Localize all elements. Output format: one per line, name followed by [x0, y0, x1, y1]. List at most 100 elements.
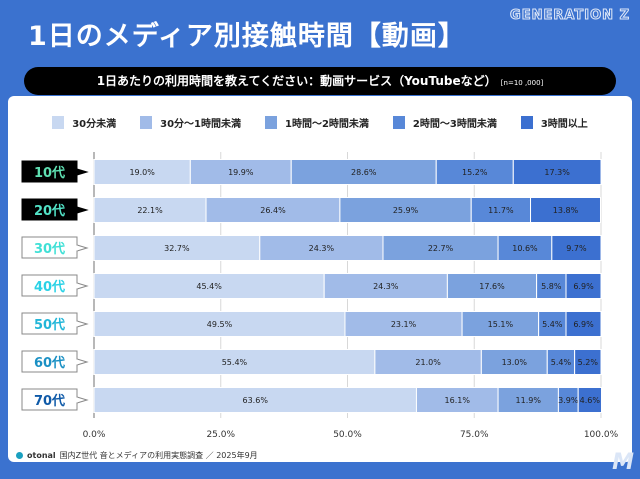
age-label: 10代 [34, 165, 65, 181]
bar-segment [344, 311, 463, 337]
question-banner: 1日あたりの利用時間を教えてください：動画サービス（YouTubeなど） [n=… [24, 67, 616, 95]
bar-segment [93, 387, 417, 413]
data-label: 5.4% [542, 320, 563, 329]
data-label: 5.4% [551, 358, 572, 367]
bar-segment [93, 159, 191, 185]
bar-segment [382, 235, 499, 261]
bar-segment [93, 311, 346, 337]
age-label-pointer [76, 244, 89, 252]
data-label: 6.9% [573, 320, 594, 329]
data-label: 49.5% [207, 320, 233, 329]
data-label: 3.9% [558, 396, 579, 405]
age-label-pointer [76, 168, 89, 176]
bar-segment [435, 159, 514, 185]
bar-segment [93, 273, 325, 299]
age-label-pointer [76, 358, 89, 366]
data-label: 24.3% [309, 244, 335, 253]
data-label: 45.4% [196, 282, 222, 291]
bar-segment [93, 235, 261, 261]
age-label-pointer [76, 282, 89, 290]
x-tick-label: 75.0% [460, 430, 489, 440]
data-label: 5.8% [541, 282, 562, 291]
bar-segment [93, 349, 376, 375]
data-label: 21.0% [415, 358, 441, 367]
x-tick-label: 100.0% [584, 430, 619, 440]
legend-item: 1時間〜2時間未満 [264, 115, 369, 130]
legend-item: 2時間〜3時間未満 [392, 115, 497, 130]
legend-label: 30分〜1時間未満 [160, 119, 241, 130]
legend-swatch [264, 116, 277, 129]
bar-segment [574, 349, 602, 375]
data-label: 55.4% [222, 358, 248, 367]
data-label: 26.4% [260, 206, 286, 215]
footer-logo: otonal [27, 451, 56, 460]
data-label: 63.6% [243, 396, 269, 405]
bar-segment [374, 349, 482, 375]
data-label: 22.1% [137, 206, 163, 215]
data-label: 5.2% [578, 358, 599, 367]
x-tick-label: 0.0% [83, 430, 106, 440]
data-label: 32.7% [164, 244, 190, 253]
brand-logo: GENERATION Z [510, 8, 630, 24]
data-label: 11.9% [516, 396, 542, 405]
data-label: 10.6% [512, 244, 538, 253]
data-label: 11.7% [488, 206, 514, 215]
age-label: 40代 [34, 279, 65, 295]
age-label-pointer [76, 396, 89, 404]
legend-label: 3時間以上 [540, 119, 588, 130]
age-label: 50代 [34, 317, 65, 333]
bar-segment [339, 197, 472, 223]
bar-segment [530, 197, 601, 223]
x-tick-label: 25.0% [206, 430, 235, 440]
legend-item: 3時間以上 [520, 115, 588, 130]
data-label: 13.0% [502, 358, 528, 367]
legend: 30分未満 30分〜1時間未満 1時間〜2時間未満 2時間〜3時間未満 3時間以上 [0, 115, 640, 130]
bar-segment [546, 349, 576, 375]
bar-segment [93, 197, 207, 223]
data-label: 22.7% [428, 244, 454, 253]
age-label-pointer [76, 206, 89, 214]
source-text: 国内Z世代 音とメディアの利用実態調査 ／ 2025年9月 [59, 451, 258, 460]
bar-segment [565, 273, 602, 299]
bar-segment [290, 159, 437, 185]
age-label-pointer [76, 320, 89, 328]
data-label: 16.1% [445, 396, 471, 405]
legend-label: 1時間〜2時間未満 [284, 119, 369, 130]
legend-label: 30分未満 [72, 119, 117, 130]
data-label: 15.2% [462, 168, 488, 177]
data-label: 4.6% [580, 396, 601, 405]
bar-segment [538, 311, 567, 337]
bar-segment [497, 387, 559, 413]
age-label: 30代 [34, 241, 65, 257]
legend-label: 2時間〜3時間未満 [412, 119, 497, 130]
bar-segment [323, 273, 448, 299]
data-label: 17.3% [544, 168, 570, 177]
legend-swatch [520, 116, 533, 129]
data-label: 15.1% [488, 320, 514, 329]
age-label: 20代 [34, 203, 65, 219]
bar-segment [189, 159, 292, 185]
data-label: 19.0% [129, 168, 155, 177]
bar-segment [480, 349, 548, 375]
legend-swatch [52, 116, 65, 129]
data-label: 23.1% [391, 320, 417, 329]
page-title: 1日のメディア別接触時間【動画】 [28, 21, 466, 52]
bar-segment [512, 159, 602, 185]
data-label: 9.7% [566, 244, 587, 253]
sample-size: [n=10 ,000] [500, 79, 544, 87]
data-label: 17.6% [479, 282, 505, 291]
x-tick-label: 50.0% [333, 430, 362, 440]
age-label: 70代 [34, 393, 65, 409]
data-label: 13.8% [553, 206, 579, 215]
data-label: 24.3% [373, 282, 399, 291]
data-label: 25.9% [393, 206, 419, 215]
data-label: 6.9% [573, 282, 594, 291]
legend-swatch [392, 116, 405, 129]
legend-item: 30分〜1時間未満 [140, 115, 241, 130]
footer: otonal 国内Z世代 音とメディアの利用実態調査 ／ 2025年9月 [16, 450, 258, 461]
bar-segment [551, 235, 602, 261]
data-label: 28.6% [351, 168, 377, 177]
legend-item: 30分未満 [52, 115, 116, 130]
bar-segment [259, 235, 384, 261]
